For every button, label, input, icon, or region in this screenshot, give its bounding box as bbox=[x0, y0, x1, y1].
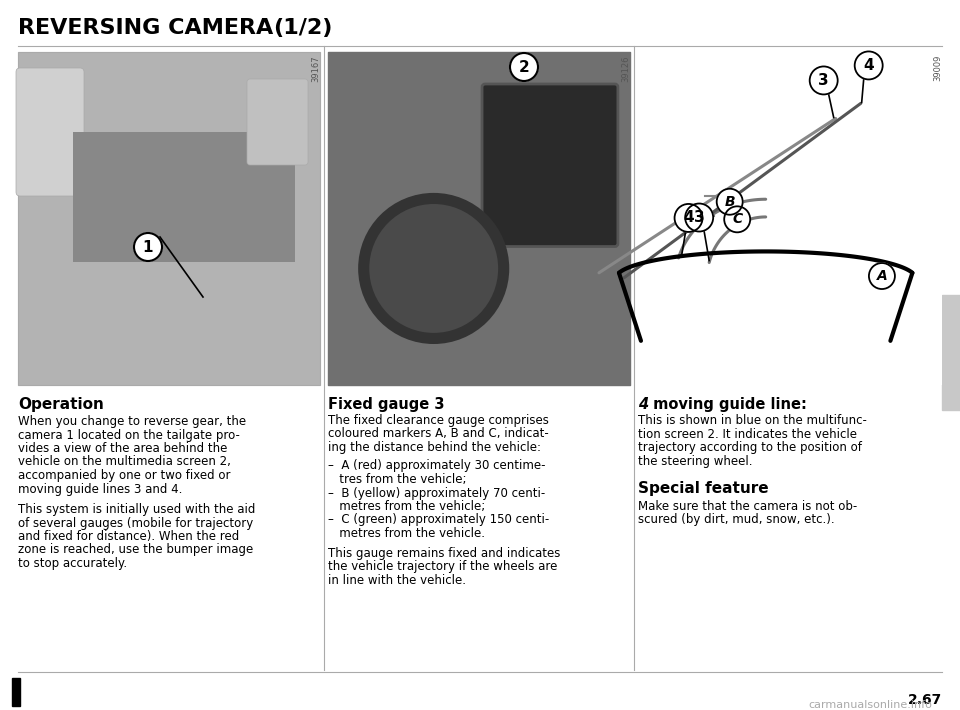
Text: C: C bbox=[732, 212, 742, 226]
Bar bbox=[12, 678, 20, 706]
Text: to stop accurately.: to stop accurately. bbox=[18, 557, 127, 570]
Text: tion screen 2. It indicates the vehicle: tion screen 2. It indicates the vehicle bbox=[638, 427, 857, 440]
Text: 3: 3 bbox=[694, 210, 705, 225]
Text: The fixed clearance gauge comprises: The fixed clearance gauge comprises bbox=[328, 414, 549, 427]
Text: When you change to reverse gear, the: When you change to reverse gear, the bbox=[18, 415, 246, 428]
Bar bbox=[328, 52, 630, 385]
Circle shape bbox=[510, 53, 538, 81]
FancyBboxPatch shape bbox=[482, 84, 618, 246]
Circle shape bbox=[724, 207, 750, 232]
Text: and fixed for distance). When the red: and fixed for distance). When the red bbox=[18, 530, 239, 543]
FancyBboxPatch shape bbox=[247, 79, 308, 165]
Bar bbox=[942, 295, 960, 410]
Text: 4: 4 bbox=[684, 210, 694, 226]
Text: (1/2): (1/2) bbox=[273, 18, 332, 38]
Text: 4: 4 bbox=[638, 397, 648, 412]
Text: This gauge remains fixed and indicates: This gauge remains fixed and indicates bbox=[328, 547, 561, 559]
Circle shape bbox=[675, 204, 703, 232]
Text: Operation: Operation bbox=[18, 397, 104, 412]
Text: 4: 4 bbox=[863, 58, 874, 73]
Text: in line with the vehicle.: in line with the vehicle. bbox=[328, 574, 466, 586]
Text: –  B (yellow) approximately 70 centi-: – B (yellow) approximately 70 centi- bbox=[328, 486, 545, 500]
Circle shape bbox=[809, 67, 838, 94]
Text: vehicle on the multimedia screen 2,: vehicle on the multimedia screen 2, bbox=[18, 456, 230, 469]
Text: –  C (green) approximately 150 centi-: – C (green) approximately 150 centi- bbox=[328, 513, 549, 527]
Text: the steering wheel.: the steering wheel. bbox=[638, 454, 753, 467]
Circle shape bbox=[364, 199, 504, 339]
Text: metres from the vehicle;: metres from the vehicle; bbox=[328, 500, 485, 513]
Text: trajectory according to the position of: trajectory according to the position of bbox=[638, 441, 862, 454]
Text: the vehicle trajectory if the wheels are: the vehicle trajectory if the wheels are bbox=[328, 560, 558, 573]
Text: tres from the vehicle;: tres from the vehicle; bbox=[328, 473, 467, 486]
Text: 39167: 39167 bbox=[311, 55, 321, 82]
Text: Fixed gauge 3: Fixed gauge 3 bbox=[328, 397, 444, 412]
Text: A: A bbox=[876, 269, 887, 283]
Text: This system is initially used with the aid: This system is initially used with the a… bbox=[18, 503, 255, 516]
Text: moving guide lines 3 and 4.: moving guide lines 3 and 4. bbox=[18, 483, 182, 496]
Text: 1: 1 bbox=[143, 239, 154, 254]
Text: B: B bbox=[725, 195, 735, 209]
Circle shape bbox=[685, 204, 713, 231]
Text: of several gauges (mobile for trajectory: of several gauges (mobile for trajectory bbox=[18, 516, 253, 530]
Text: 2.67: 2.67 bbox=[908, 693, 942, 707]
Text: 3: 3 bbox=[818, 73, 829, 88]
Text: scured (by dirt, mud, snow, etc.).: scured (by dirt, mud, snow, etc.). bbox=[638, 513, 834, 527]
Bar bbox=[18, 52, 320, 385]
Text: zone is reached, use the bumper image: zone is reached, use the bumper image bbox=[18, 543, 253, 557]
Bar bbox=[638, 52, 942, 385]
Text: metres from the vehicle.: metres from the vehicle. bbox=[328, 527, 485, 540]
Text: 39126: 39126 bbox=[621, 55, 631, 82]
Text: camera 1 located on the tailgate pro-: camera 1 located on the tailgate pro- bbox=[18, 429, 240, 442]
Text: Special feature: Special feature bbox=[638, 481, 769, 496]
Text: REVERSING CAMERA: REVERSING CAMERA bbox=[18, 18, 281, 38]
Circle shape bbox=[854, 51, 882, 80]
Text: –  A (red) approximately 30 centime-: – A (red) approximately 30 centime- bbox=[328, 459, 545, 472]
Text: carmanualsonline.info: carmanualsonline.info bbox=[808, 700, 932, 710]
Text: This is shown in blue on the multifunc-: This is shown in blue on the multifunc- bbox=[638, 414, 867, 427]
Bar bbox=[73, 132, 295, 262]
Text: ing the distance behind the vehicle:: ing the distance behind the vehicle: bbox=[328, 441, 541, 454]
Text: moving guide line:: moving guide line: bbox=[648, 397, 806, 412]
FancyBboxPatch shape bbox=[16, 68, 84, 196]
Text: accompanied by one or two fixed or: accompanied by one or two fixed or bbox=[18, 469, 230, 482]
Circle shape bbox=[717, 189, 743, 214]
Text: 39009: 39009 bbox=[933, 55, 943, 82]
Text: vides a view of the area behind the: vides a view of the area behind the bbox=[18, 442, 228, 455]
Circle shape bbox=[869, 263, 895, 289]
Circle shape bbox=[134, 233, 162, 261]
Text: 2: 2 bbox=[518, 60, 529, 75]
Text: Make sure that the camera is not ob-: Make sure that the camera is not ob- bbox=[638, 500, 857, 513]
Text: coloured markers A, B and C, indicat-: coloured markers A, B and C, indicat- bbox=[328, 427, 549, 440]
